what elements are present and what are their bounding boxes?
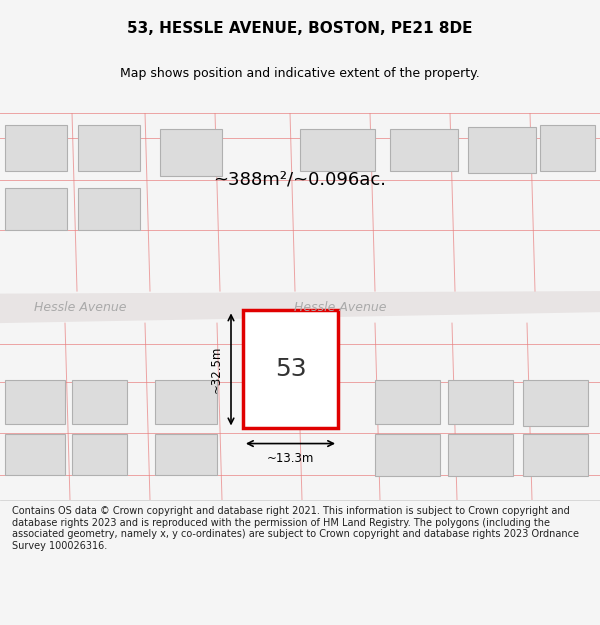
- Text: Contains OS data © Crown copyright and database right 2021. This information is : Contains OS data © Crown copyright and d…: [12, 506, 579, 551]
- Text: Hessle Avenue: Hessle Avenue: [294, 301, 386, 314]
- Bar: [243, 311, 338, 428]
- Text: ~13.3m: ~13.3m: [267, 452, 314, 465]
- Bar: [375, 381, 440, 424]
- Bar: [72, 381, 127, 424]
- Bar: [390, 129, 458, 171]
- Bar: [5, 434, 65, 475]
- Bar: [160, 129, 222, 176]
- Text: 53: 53: [275, 357, 307, 381]
- Text: Hessle Avenue: Hessle Avenue: [34, 301, 126, 314]
- Bar: [468, 127, 536, 173]
- Bar: [448, 434, 513, 476]
- Bar: [523, 381, 588, 426]
- Bar: [5, 125, 67, 171]
- Bar: [540, 125, 595, 171]
- Text: 53, HESSLE AVENUE, BOSTON, PE21 8DE: 53, HESSLE AVENUE, BOSTON, PE21 8DE: [127, 21, 473, 36]
- Bar: [155, 381, 217, 424]
- Bar: [155, 434, 217, 475]
- Text: ~388m²/~0.096ac.: ~388m²/~0.096ac.: [214, 171, 386, 189]
- Bar: [375, 434, 440, 476]
- Bar: [78, 125, 140, 171]
- Text: ~32.5m: ~32.5m: [210, 346, 223, 393]
- Bar: [5, 381, 65, 424]
- Text: Map shows position and indicative extent of the property.: Map shows position and indicative extent…: [120, 67, 480, 79]
- Bar: [78, 188, 140, 231]
- Bar: [300, 129, 375, 171]
- Bar: [448, 381, 513, 424]
- Polygon shape: [0, 291, 600, 323]
- Bar: [5, 188, 67, 231]
- Bar: [72, 434, 127, 475]
- Bar: [523, 434, 588, 476]
